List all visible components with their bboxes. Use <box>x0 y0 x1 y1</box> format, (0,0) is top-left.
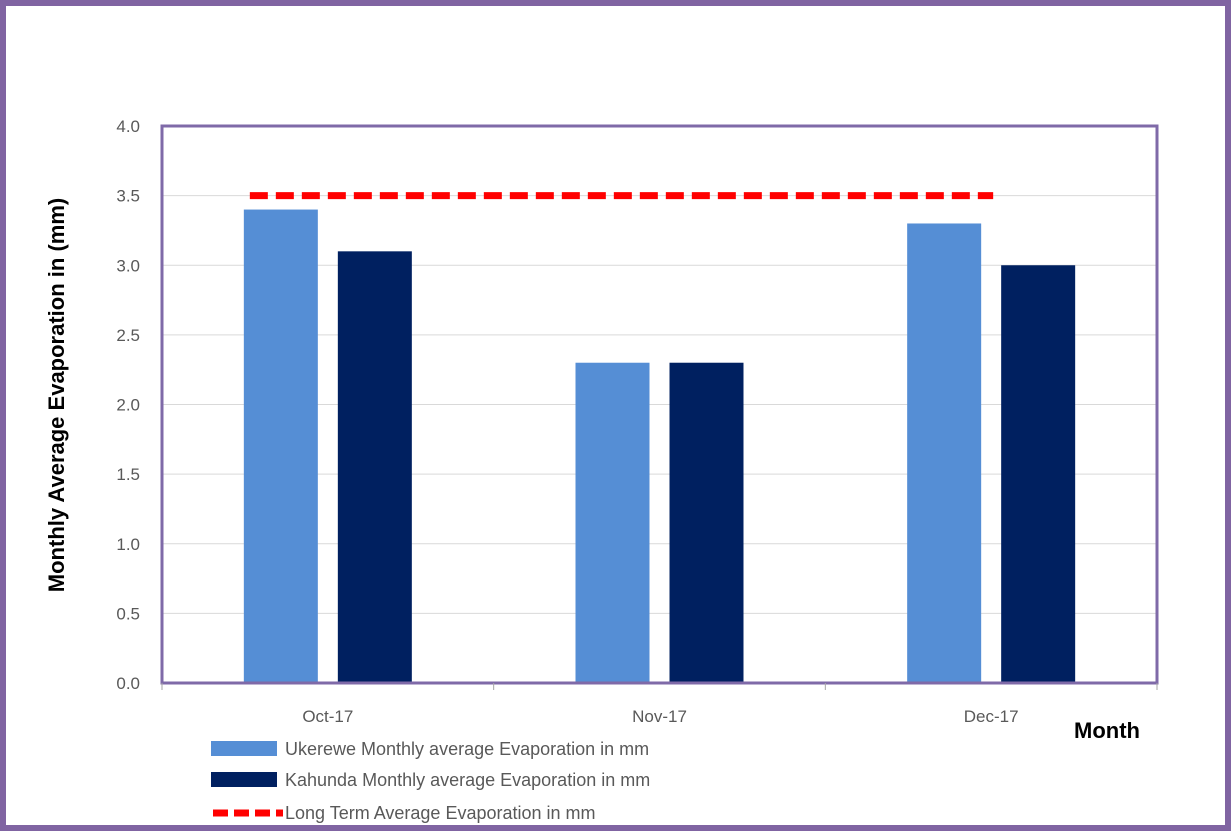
x-tick-label: Dec-17 <box>964 707 1019 726</box>
legend-label: Ukerewe Monthly average Evaporation in m… <box>285 739 649 759</box>
y-axis-title: Monthly Average Evaporation in (mm) <box>44 198 69 592</box>
legend-label: Kahunda Monthly average Evaporation in m… <box>285 770 650 790</box>
bars <box>243 209 1076 684</box>
legend-label: Long Term Average Evaporation in mm <box>285 803 596 823</box>
bar-ukerewe-oct-17 <box>243 209 318 684</box>
y-tick-label: 3.5 <box>116 187 140 206</box>
y-tick-label: 0.0 <box>116 674 140 693</box>
axes: 0.0 0.5 1.0 1.5 2.0 2.5 3.0 3.5 4.0 Oct-17 Nov-17 D… <box>116 117 1159 726</box>
x-tick-label: Nov-17 <box>632 707 687 726</box>
bar-ukerewe-dec-17 <box>907 223 982 683</box>
plot-area-border <box>160 124 1159 685</box>
y-tick-label: 4.0 <box>116 117 140 136</box>
legend-swatch <box>211 772 277 787</box>
bar-kahunda-dec-17 <box>1001 265 1076 683</box>
y-tick-label: 3.0 <box>116 256 140 275</box>
y-tick-label: 1.5 <box>116 465 140 484</box>
legend-swatch <box>211 741 277 756</box>
y-tick-label: 1.0 <box>116 535 140 554</box>
bar-ukerewe-nov-17 <box>575 362 650 683</box>
chart-svg: 0.0 0.5 1.0 1.5 2.0 2.5 3.0 3.5 4.0 Oct-17 Nov-17 D… <box>44 117 1159 823</box>
y-tick-label: 2.5 <box>116 326 140 345</box>
bar-kahunda-oct-17 <box>337 251 412 683</box>
y-tick-label: 2.0 <box>116 396 140 415</box>
x-axis-title: Month <box>1074 718 1140 743</box>
x-tick-label: Oct-17 <box>302 707 353 726</box>
bar-kahunda-nov-17 <box>669 362 744 683</box>
legend: Ukerewe Monthly average Evaporation in m… <box>211 739 650 823</box>
y-tick-label: 0.5 <box>116 604 140 623</box>
